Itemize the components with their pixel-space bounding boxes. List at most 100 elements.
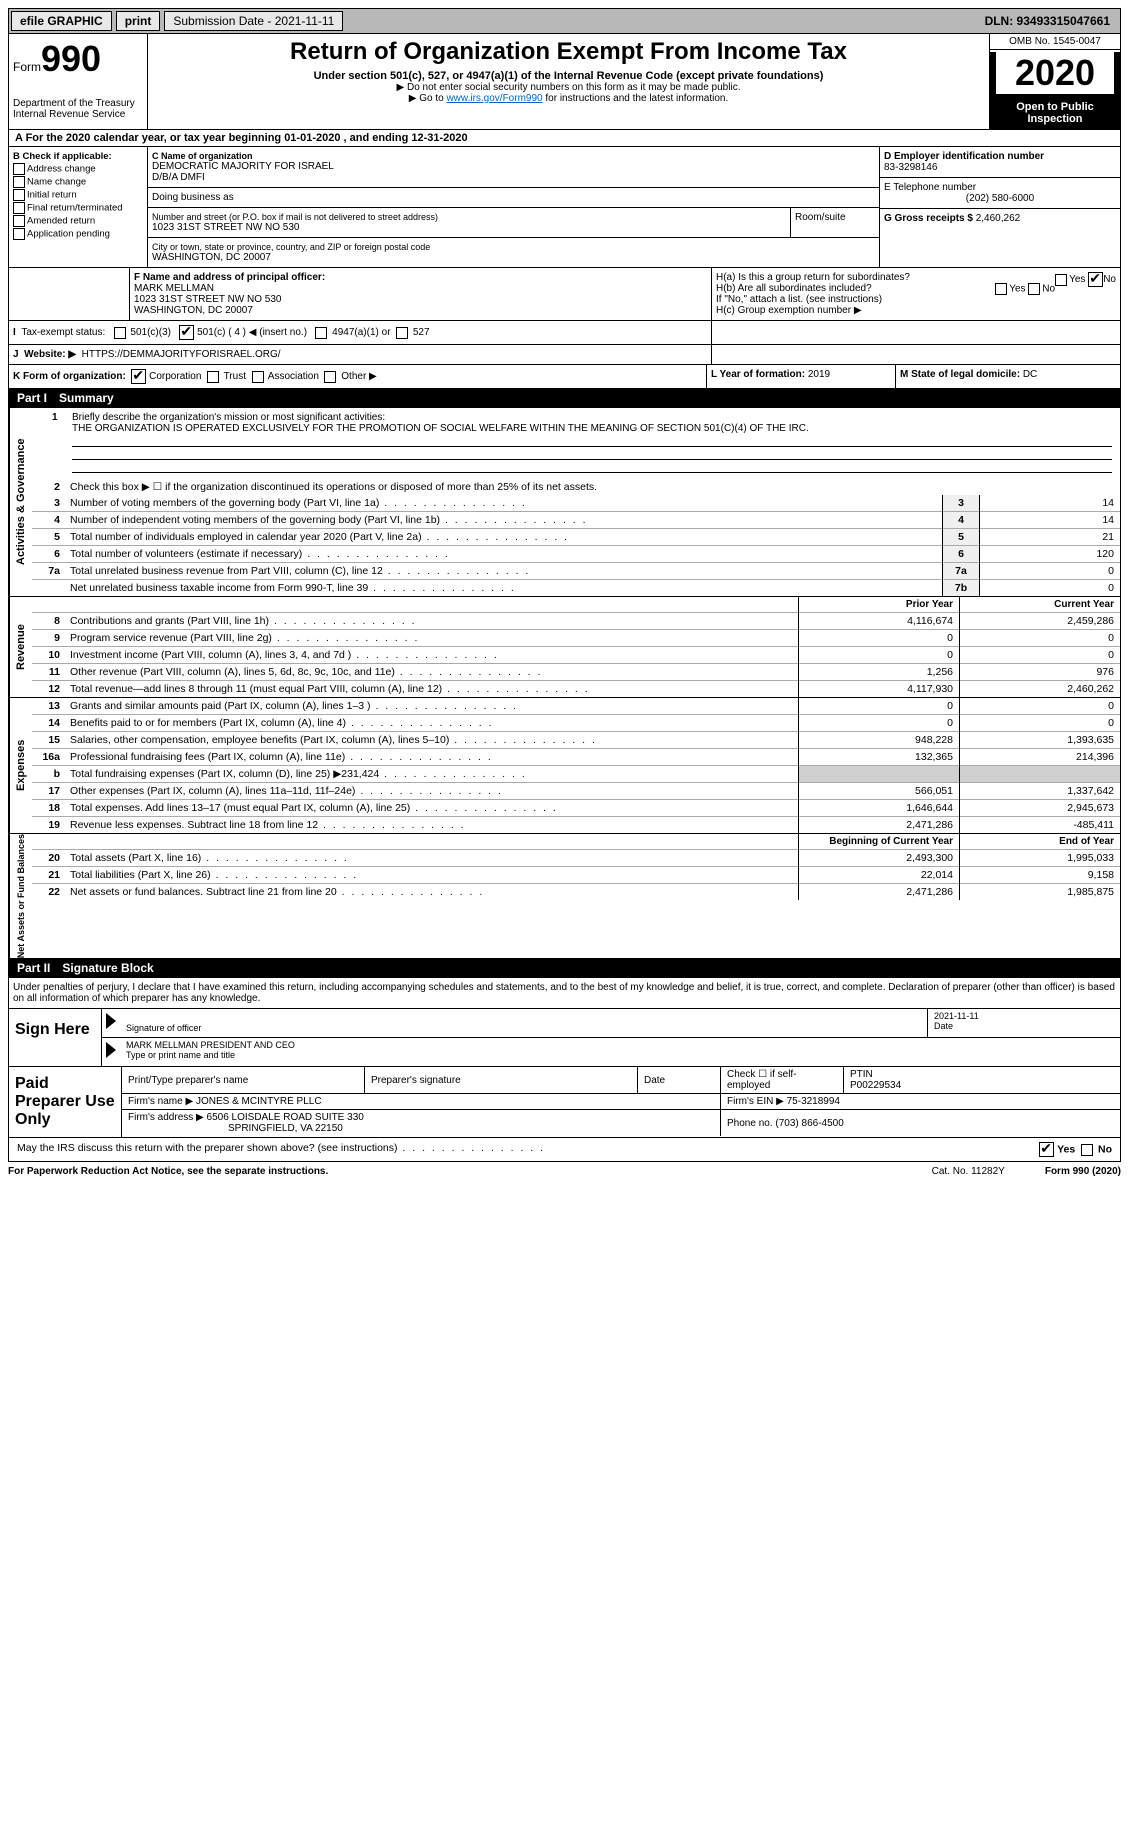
discuss-no[interactable]	[1081, 1144, 1093, 1156]
website-label: Website: ▶	[24, 349, 76, 360]
form-of-org-row: K Form of organization: Corporation Trus…	[8, 365, 1121, 389]
addr-label: Number and street (or P.O. box if mail i…	[152, 212, 786, 222]
org-city: WASHINGTON, DC 20007	[152, 252, 875, 263]
form-id-block: Form990 Department of the Treasury Inter…	[9, 34, 148, 129]
table-row: 18Total expenses. Add lines 13–17 (must …	[32, 800, 1120, 817]
chk-other[interactable]	[324, 371, 336, 383]
chk-association[interactable]	[252, 371, 264, 383]
ptin-label: PTIN	[850, 1069, 873, 1080]
table-row: Net unrelated business taxable income fr…	[32, 580, 1120, 597]
ha-label: H(a) Is this a group return for subordin…	[716, 272, 910, 283]
tax-year-range: A For the 2020 calendar year, or tax yea…	[8, 130, 1121, 147]
chk-address-change[interactable]: Address change	[13, 163, 143, 175]
officer-name-title: MARK MELLMAN PRESIDENT AND CEO	[126, 1040, 1114, 1050]
hb-note: If "No," attach a list. (see instruction…	[716, 294, 1116, 305]
form-note-link: ▶ Go to www.irs.gov/Form990 for instruct…	[156, 93, 981, 104]
officer-group-block: F Name and address of principal officer:…	[8, 268, 1121, 321]
website-value: HTTPS://DEMMAJORITYFORISRAEL.ORG/	[82, 349, 281, 360]
part1-title: Summary	[59, 391, 114, 405]
year-formation-label: L Year of formation:	[711, 369, 805, 380]
name-label: C Name of organization	[152, 151, 875, 161]
form-number: 990	[41, 38, 101, 79]
page-footer: For Paperwork Reduction Act Notice, see …	[8, 1162, 1121, 1181]
box-b-title: B Check if applicable:	[13, 151, 143, 162]
table-row: 14Benefits paid to or for members (Part …	[32, 715, 1120, 732]
room-suite-label: Room/suite	[791, 208, 879, 237]
part2-label: Part II	[17, 961, 50, 975]
side-expenses: Expenses	[9, 698, 32, 833]
officer-addr2: WASHINGTON, DC 20007	[134, 305, 707, 316]
type-print-label: Type or print name and title	[126, 1050, 1114, 1060]
chk-trust[interactable]	[207, 371, 219, 383]
domicile-label: M State of legal domicile:	[900, 369, 1020, 380]
table-row: 21Total liabilities (Part X, line 26)22,…	[32, 867, 1120, 884]
hb-yes[interactable]	[995, 283, 1007, 295]
firm-ein: 75-3218994	[787, 1096, 840, 1107]
prep-name-header: Print/Type preparer's name	[122, 1067, 365, 1094]
chk-name-change[interactable]: Name change	[13, 176, 143, 188]
form-title: Return of Organization Exempt From Incom…	[156, 38, 981, 66]
current-year-header: Current Year	[960, 597, 1121, 613]
chk-initial-return[interactable]: Initial return	[13, 189, 143, 201]
chk-501c3[interactable]	[114, 327, 126, 339]
spacer-left	[9, 268, 130, 320]
discuss-yes[interactable]	[1039, 1142, 1054, 1157]
dept-irs: Internal Revenue Service	[13, 109, 143, 120]
chk-amended-return[interactable]: Amended return	[13, 215, 143, 227]
mission-text: THE ORGANIZATION IS OPERATED EXCLUSIVELY…	[72, 423, 809, 434]
discuss-question: May the IRS discuss this return with the…	[17, 1142, 1039, 1157]
form-subtitle: Under section 501(c), 527, or 4947(a)(1)…	[156, 70, 981, 82]
part1-header: Part I Summary	[8, 389, 1121, 408]
hb-label: H(b) Are all subordinates included?	[716, 283, 872, 294]
officer-name: MARK MELLMAN	[134, 283, 707, 294]
begin-year-header: Beginning of Current Year	[799, 834, 960, 850]
officer-sig-label: Signature of officer	[126, 1023, 921, 1033]
year-formation: 2019	[808, 369, 830, 380]
section-governance: Activities & Governance 1 Briefly descri…	[9, 408, 1120, 596]
chk-corporation[interactable]	[131, 369, 146, 384]
table-row: 9Program service revenue (Part VIII, lin…	[32, 630, 1120, 647]
discuss-row: May the IRS discuss this return with the…	[8, 1138, 1121, 1162]
prep-selfemp[interactable]: Check ☐ if self-employed	[721, 1067, 844, 1094]
form-title-block: Return of Organization Exempt From Incom…	[148, 34, 989, 129]
mission-label: Briefly describe the organization's miss…	[72, 412, 385, 423]
part2-title: Signature Block	[62, 961, 153, 975]
governance-table: 2Check this box ▶ ☐ if the organization …	[32, 479, 1120, 495]
firm-phone-label: Phone no.	[727, 1118, 773, 1129]
paid-preparer-label: Paid Preparer Use Only	[9, 1067, 122, 1137]
sig-arrow-icon	[106, 1013, 116, 1029]
table-row: 11Other revenue (Part VIII, column (A), …	[32, 664, 1120, 681]
website-row: J Website: ▶ HTTPS://DEMMAJORITYFORISRAE…	[8, 345, 1121, 365]
ha-no[interactable]	[1088, 272, 1103, 287]
firm-name-label: Firm's name ▶	[128, 1096, 193, 1107]
summary-grid: Activities & Governance 1 Briefly descri…	[8, 408, 1121, 959]
revenue-table: Prior Year Current Year 8Contributions a…	[32, 597, 1120, 697]
form-meta-block: OMB No. 1545-0047 2020 Open to Public In…	[989, 34, 1120, 129]
chk-527[interactable]	[396, 327, 408, 339]
tax-year-box: 2020	[990, 52, 1120, 97]
hb-no[interactable]	[1028, 283, 1040, 295]
principal-officer: F Name and address of principal officer:…	[130, 268, 712, 320]
table-row: bTotal fundraising expenses (Part IX, co…	[32, 766, 1120, 783]
part1-label: Part I	[17, 391, 47, 405]
efile-button[interactable]: efile GRAPHIC	[11, 11, 112, 31]
chk-4947[interactable]	[315, 327, 327, 339]
org-street: 1023 31ST STREET NW NO 530	[152, 222, 786, 233]
irs-link[interactable]: www.irs.gov/Form990	[446, 93, 542, 104]
chk-501c[interactable]	[179, 325, 194, 340]
tax-status-row: I Tax-exempt status: 501(c)(3) 501(c) ( …	[8, 321, 1121, 345]
table-row: 20Total assets (Part X, line 16)2,493,30…	[32, 850, 1120, 867]
section-revenue: Revenue Prior Year Current Year 8Contrib…	[9, 596, 1120, 697]
chk-application-pending[interactable]: Application pending	[13, 228, 143, 240]
table-row: 10Investment income (Part VIII, column (…	[32, 647, 1120, 664]
ha-yes[interactable]	[1055, 274, 1067, 286]
ptin-value: P00229534	[850, 1080, 901, 1091]
section-netassets: Net Assets or Fund Balances Beginning of…	[9, 833, 1120, 958]
table-row: 7aTotal unrelated business revenue from …	[32, 563, 1120, 580]
prep-sig-header: Preparer's signature	[365, 1067, 638, 1094]
chk-final-return[interactable]: Final return/terminated	[13, 202, 143, 214]
print-button[interactable]: print	[116, 11, 161, 31]
goto-suffix: for instructions and the latest informat…	[543, 93, 729, 104]
ein-label: D Employer identification number	[884, 151, 1116, 162]
line1-num: 1	[52, 412, 58, 423]
